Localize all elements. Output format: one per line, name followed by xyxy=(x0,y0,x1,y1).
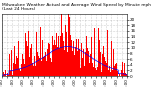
Text: Milwaukee Weather Actual and Average Wind Speed by Minute mph (Last 24 Hours): Milwaukee Weather Actual and Average Win… xyxy=(2,3,151,11)
